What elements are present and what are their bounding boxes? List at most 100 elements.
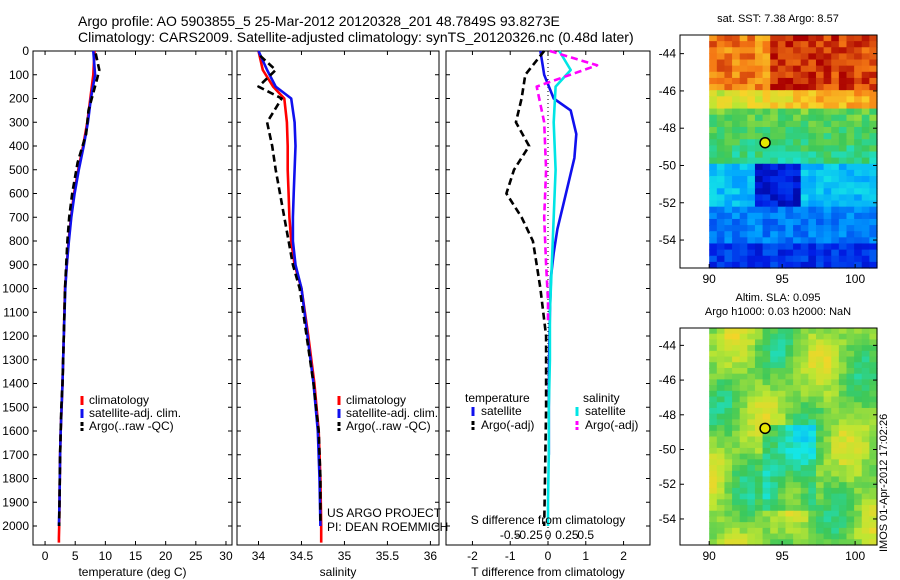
map-cell: [815, 339, 825, 346]
salinity-legend-label: satellite-adj. clim.: [346, 406, 438, 420]
map-cell: [793, 430, 802, 438]
map-cell: [838, 151, 848, 159]
map-cell: [846, 470, 855, 478]
map-cell: [838, 447, 848, 455]
map-cell: [785, 255, 794, 263]
map-cell: [808, 90, 817, 97]
map-cell: [831, 133, 840, 140]
figure-title-line1: Argo profile: AO 5903855_5 25-Mar-2012 2…: [78, 13, 560, 29]
map-cell: [716, 261, 726, 269]
map-cell: [808, 182, 817, 189]
map-cell: [709, 243, 718, 251]
map-cell: [861, 516, 870, 523]
map-cell: [846, 188, 855, 196]
map-cell: [747, 169, 756, 177]
map-cell: [709, 237, 718, 245]
map-cell: [838, 59, 848, 67]
map-cell: [838, 77, 848, 85]
map-cell: [823, 407, 832, 415]
map-cell: [724, 539, 733, 546]
map-cell: [732, 139, 741, 146]
map-cell: [777, 453, 787, 460]
map-cell: [838, 243, 848, 251]
map-cell: [724, 407, 733, 415]
difference-x-tick-label: -2: [467, 549, 478, 563]
map-cell: [831, 53, 840, 61]
map-cell: [793, 120, 802, 128]
difference-x-tick-label: 2: [620, 549, 627, 563]
map-cell: [709, 102, 718, 110]
map-cell: [815, 356, 825, 363]
map-cell: [793, 339, 802, 346]
map-cell: [838, 255, 848, 263]
map-cell: [762, 218, 771, 226]
map-cell: [709, 333, 718, 341]
map-cell: [823, 367, 832, 375]
map-cell: [724, 413, 733, 420]
map-cell: [732, 459, 741, 466]
map-cell: [732, 96, 741, 104]
map-cell: [716, 476, 726, 483]
map-cell: [732, 249, 741, 257]
map-cell: [770, 345, 779, 352]
map-cell: [869, 345, 878, 352]
map-cell: [831, 120, 840, 128]
map-cell: [732, 419, 741, 426]
map-cell: [838, 413, 848, 420]
map-cell: [800, 362, 809, 369]
map-cell: [815, 249, 825, 257]
map-cell: [724, 218, 733, 226]
map-cell: [716, 333, 726, 341]
difference-legend-label: Argo(-adj): [585, 418, 638, 432]
map-cell: [861, 41, 870, 48]
map-cell: [709, 218, 718, 226]
map-cell: [861, 163, 870, 171]
map-cell: [716, 96, 726, 104]
map-cell: [800, 527, 809, 535]
map-cell: [754, 328, 764, 335]
map-cell: [747, 176, 756, 183]
map-cell: [800, 53, 809, 61]
map-cell: [762, 194, 771, 202]
map-cell: [831, 362, 840, 369]
map-cell: [716, 527, 726, 535]
map-cell: [732, 108, 741, 116]
map-cell: [815, 261, 825, 269]
sst-map-title: sat. SST: 7.38 Argo: 8.57: [717, 13, 839, 25]
salinity-legend-label: climatology: [346, 393, 406, 407]
map-cell: [869, 212, 878, 220]
map-cell: [869, 487, 878, 495]
map-cell: [732, 510, 741, 518]
map-cell: [716, 499, 726, 506]
map-cell: [846, 139, 855, 146]
map-cell: [869, 71, 878, 79]
map-cell: [838, 499, 848, 506]
map-cell: [854, 373, 863, 380]
map-cell: [800, 249, 809, 257]
map-cell: [777, 442, 787, 449]
map-cell: [739, 516, 748, 523]
map-cell: [861, 482, 870, 489]
map-cell: [861, 425, 870, 432]
map-cell: [808, 77, 817, 85]
map-cell: [777, 333, 787, 341]
map-cell: [854, 476, 863, 483]
map-cell: [747, 108, 756, 116]
map-cell: [732, 453, 741, 460]
map-cell: [762, 163, 771, 171]
map-cell: [808, 188, 817, 196]
map-cell: [732, 527, 741, 535]
map-cell: [770, 163, 779, 171]
map-cell: [854, 436, 863, 443]
map-cell: [831, 367, 840, 375]
map-cell: [709, 261, 718, 269]
map-cell: [739, 499, 748, 506]
map-cell: [846, 243, 855, 251]
map-cell: [854, 90, 863, 97]
map-cell: [838, 90, 848, 97]
map-cell: [777, 145, 787, 153]
map-cell: [754, 516, 764, 523]
map-cell: [800, 151, 809, 159]
map-cell: [754, 402, 764, 409]
map-cell: [770, 41, 779, 48]
